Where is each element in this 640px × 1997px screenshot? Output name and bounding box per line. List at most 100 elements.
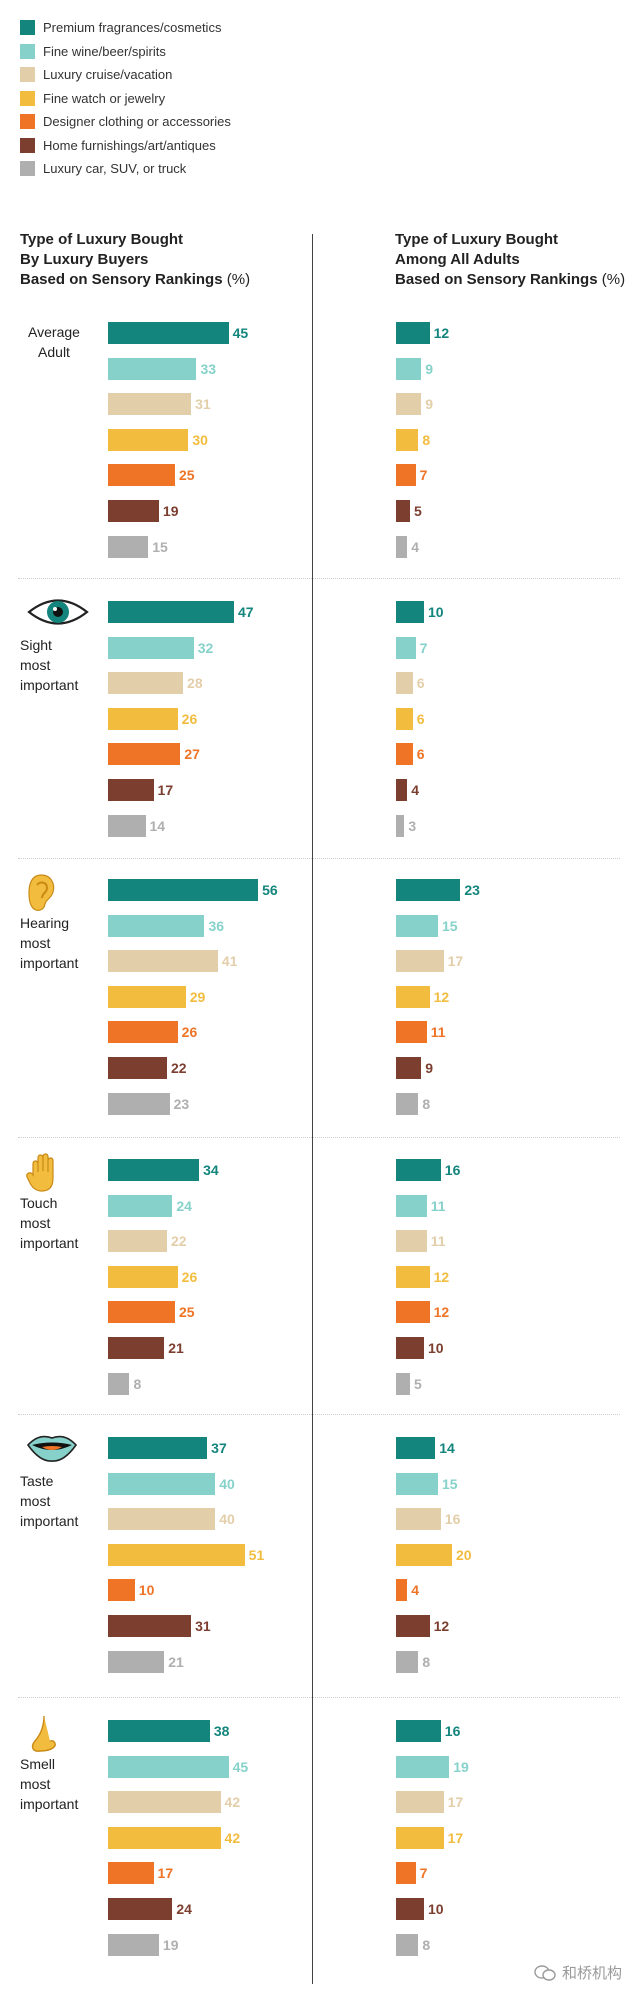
value-label: 8 <box>422 1095 431 1112</box>
left-title-line-3-text: Based on Sensory Rankings <box>20 271 223 288</box>
bar <box>396 1650 419 1673</box>
legend-item: Fine wine/beer/spirits <box>20 40 231 64</box>
value-label: 19 <box>162 1936 179 1953</box>
group-label: Touch most important <box>20 1195 79 1251</box>
bar <box>396 1579 408 1602</box>
bar <box>396 1826 444 1849</box>
value-label: 45 <box>232 1758 249 1775</box>
bar <box>396 322 430 344</box>
bar <box>396 1862 416 1885</box>
legend-swatch <box>20 161 35 177</box>
bar <box>396 1194 427 1217</box>
value-label: 6 <box>416 675 425 692</box>
value-label: 10 <box>428 1340 444 1356</box>
bar <box>396 1755 450 1778</box>
group-label: Smell most important <box>20 1756 79 1812</box>
value-label: 5 <box>414 503 422 519</box>
chat-bubble-icon <box>534 1964 556 1981</box>
group-separator <box>18 1137 620 1138</box>
value-label: 14 <box>439 1440 455 1456</box>
value-label: 30 <box>192 431 208 448</box>
value-label: 6 <box>416 746 425 763</box>
bar <box>396 914 438 937</box>
value-label: 40 <box>219 1475 235 1492</box>
left-title-unit: (%) <box>226 271 251 288</box>
right-title-unit: (%) <box>601 271 626 288</box>
bar <box>396 743 413 766</box>
value-label: 4 <box>411 1582 419 1599</box>
legend-item: Designer clothing or accessories <box>20 110 231 134</box>
bar <box>108 601 234 623</box>
value-label: 17 <box>157 782 174 798</box>
right-column-title: Type of Luxury Bought Among All Adults B… <box>395 230 625 290</box>
value-label: 17 <box>447 953 464 970</box>
value-label: 33 <box>200 360 217 377</box>
bar <box>108 393 192 416</box>
value-label: 15 <box>152 538 168 555</box>
legend-swatch <box>20 137 35 153</box>
bar <box>396 500 410 522</box>
value-label: 16 <box>444 1723 461 1739</box>
value-label: 15 <box>442 1475 458 1492</box>
value-label: 45 <box>232 325 249 341</box>
bar <box>396 1898 424 1920</box>
value-label: 19 <box>453 1758 469 1775</box>
bar <box>396 1301 430 1324</box>
value-label: 3 <box>408 817 417 834</box>
bar <box>108 1092 170 1115</box>
group-separator <box>18 858 620 859</box>
value-label: 38 <box>213 1723 230 1739</box>
bar <box>396 1337 424 1359</box>
bar <box>108 879 259 901</box>
left-title-line-2: By Luxury Buyers <box>20 251 149 268</box>
value-label: 16 <box>444 1511 461 1528</box>
bar <box>108 1933 159 1956</box>
value-label: 36 <box>208 917 225 934</box>
bar <box>108 1472 216 1495</box>
hand-icon <box>26 1153 60 1198</box>
watermark: 和桥机构 <box>534 1962 622 1983</box>
bar <box>108 636 194 659</box>
legend-label: Home furnishings/art/antiques <box>43 137 216 153</box>
left-title-line-1: Type of Luxury Bought <box>20 231 184 248</box>
value-label: 12 <box>433 1618 450 1634</box>
eye-icon <box>26 595 90 634</box>
value-label: 10 <box>428 604 444 620</box>
legend-swatch <box>20 20 35 36</box>
value-label: 8 <box>422 431 431 448</box>
legend-label: Fine wine/beer/spirits <box>43 43 166 59</box>
value-label: 19 <box>162 503 179 519</box>
bar <box>108 672 184 695</box>
bar <box>396 1543 452 1566</box>
value-label: 26 <box>181 1268 198 1285</box>
bar <box>396 1508 441 1531</box>
value-label: 37 <box>211 1440 227 1456</box>
value-label: 8 <box>422 1936 431 1953</box>
value-label: 7 <box>419 639 428 656</box>
bar <box>108 1437 208 1459</box>
value-label: 31 <box>195 1618 211 1634</box>
right-title-line-2: Among All Adults <box>395 251 520 268</box>
bar <box>108 428 189 451</box>
value-label: 11 <box>430 1197 446 1214</box>
value-label: 12 <box>433 325 450 341</box>
legend-swatch <box>20 67 35 83</box>
value-label: 7 <box>419 1865 428 1882</box>
bar <box>396 672 413 695</box>
bar <box>108 1057 167 1079</box>
value-label: 51 <box>248 1546 265 1563</box>
right-title-line-3-text: Based on Sensory Rankings <box>395 271 598 288</box>
value-label: 6 <box>416 710 425 727</box>
value-label: 21 <box>168 1653 184 1670</box>
value-label: 9 <box>425 360 433 377</box>
value-label: 4 <box>411 538 419 555</box>
bar <box>108 707 178 730</box>
value-label: 26 <box>181 710 198 727</box>
bar <box>108 357 197 380</box>
value-label: 20 <box>456 1546 472 1563</box>
bar <box>108 322 229 344</box>
value-label: 23 <box>464 882 480 898</box>
value-label: 5 <box>414 1375 422 1392</box>
value-label: 11 <box>430 1024 446 1041</box>
value-label: 40 <box>219 1511 235 1528</box>
